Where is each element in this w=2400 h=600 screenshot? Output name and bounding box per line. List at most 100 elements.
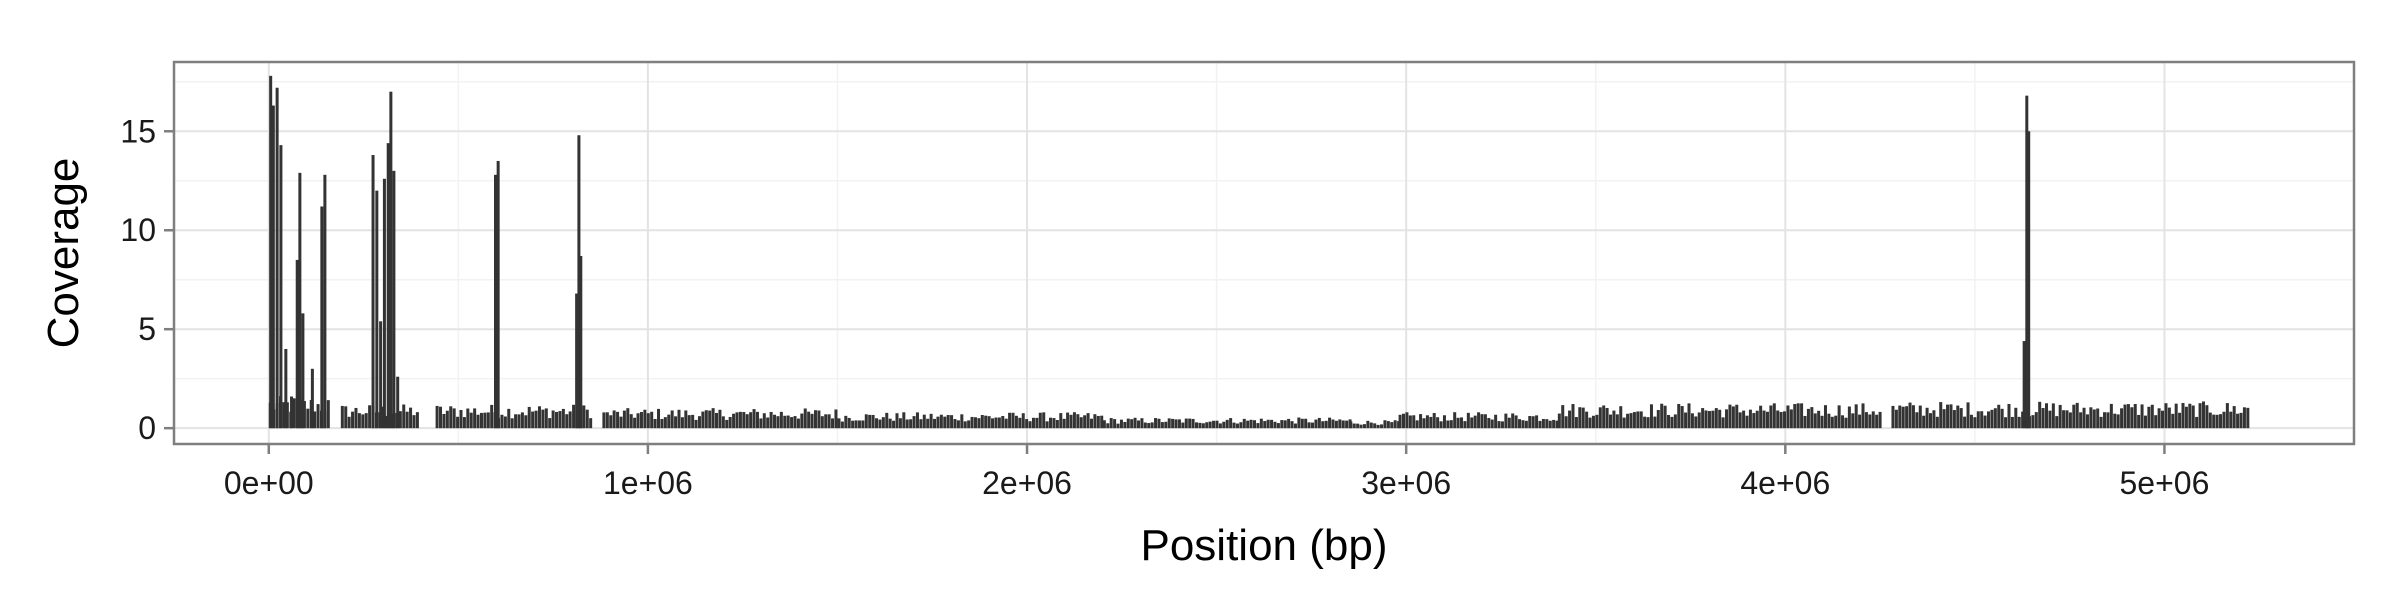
x-tick-label: 5e+06 [2119,465,2209,501]
coverage-bar [1646,417,1650,429]
coverage-bar [1858,414,1862,429]
coverage-bar [357,413,361,429]
coverage-bar [561,408,565,429]
coverage-bar [1208,421,1212,429]
coverage-bar [302,401,306,429]
coverage-bar [1605,407,1609,429]
coverage-bar [715,412,719,429]
coverage-bar [2089,407,2093,429]
coverage-bar [285,402,289,429]
coverage-peak [320,206,324,429]
coverage-bar [1823,405,1827,429]
coverage-bar [1072,412,1076,429]
coverage-bar [817,410,821,429]
coverage-bar [1317,417,1321,429]
coverage-bar [368,405,372,429]
coverage-bar [1470,417,1474,429]
coverage-bar [1432,413,1436,429]
coverage-bar [1538,420,1542,429]
coverage-bar [1066,412,1070,429]
y-tick-label: 0 [138,410,156,446]
coverage-bar [810,413,814,429]
coverage-bar [2075,402,2079,429]
coverage-bar [548,418,552,429]
coverage-bar [1164,421,1168,429]
coverage-bar [1042,412,1046,429]
coverage-bar [1174,419,1178,429]
coverage-bar [820,416,824,429]
coverage-bar [1456,417,1460,429]
coverage-bar [1473,415,1477,429]
coverage-bar [605,412,609,429]
coverage-bars [268,75,2250,429]
plot-panel-background [174,62,2354,444]
y-tick-label: 5 [138,311,156,347]
coverage-bar [1038,412,1042,429]
coverage-bar [2085,414,2089,429]
coverage-bar [347,416,351,429]
coverage-bar [1694,416,1698,429]
coverage-bar [445,410,449,429]
coverage-bar [1684,412,1688,429]
coverage-bar [636,413,640,429]
coverage-bar [939,414,943,429]
coverage-bar [807,411,811,429]
coverage-bar [2246,407,2250,429]
coverage-peak [386,143,390,429]
coverage-bar [2068,412,2072,429]
coverage-bar [670,410,674,429]
coverage-bar [868,414,872,429]
coverage-bar [602,412,606,429]
x-tick-label: 3e+06 [1361,465,1451,501]
coverage-bar [824,414,828,429]
coverage-bar [1328,417,1332,429]
coverage-peak [301,313,305,429]
coverage-bar [517,414,521,429]
coverage-bar [2120,408,2124,429]
coverage-bar [2123,404,2127,429]
coverage-bar [1687,403,1691,429]
coverage-bar [759,418,763,429]
coverage-bar [1868,414,1872,429]
coverage-bar [1680,406,1684,429]
coverage-bar [2116,414,2120,429]
coverage-bar [1707,411,1711,429]
coverage-bar [1548,420,1552,429]
coverage-bar [2225,403,2229,429]
coverage-bar [462,417,466,429]
coverage-bar [1762,410,1766,429]
coverage-bar [875,418,879,429]
coverage-bar [1973,417,1977,429]
coverage-bar [2065,410,2069,429]
coverage-bar [1966,402,1970,429]
coverage-bar [1800,403,1804,429]
coverage-peak [271,105,275,429]
coverage-bar [1841,415,1845,429]
coverage-bar [364,413,368,429]
coverage-bar [500,414,504,429]
coverage-bar [646,413,650,429]
coverage-bar [1490,419,1494,429]
coverage-bar [1460,417,1464,429]
coverage-bar [452,408,456,429]
coverage-bar [2191,405,2195,429]
coverage-bar [1373,423,1377,429]
coverage-bar [2048,410,2052,429]
coverage-bar [1021,413,1025,429]
coverage-bar [2147,406,2151,429]
coverage-bar [1535,415,1539,429]
coverage-bar [541,409,545,429]
coverage-bar [973,417,977,429]
coverage-bar [786,415,790,429]
coverage-bar [639,412,643,429]
coverage-bar [1253,420,1257,429]
coverage-bar [881,417,885,429]
coverage-bar [1045,421,1049,429]
coverage-bar [752,409,756,429]
coverage-bar [1667,414,1671,429]
coverage-bar [1639,411,1643,429]
coverage-bar [469,412,473,429]
coverage-bar [1555,420,1559,429]
coverage-bar [732,413,736,429]
coverage-bar [1735,404,1739,429]
